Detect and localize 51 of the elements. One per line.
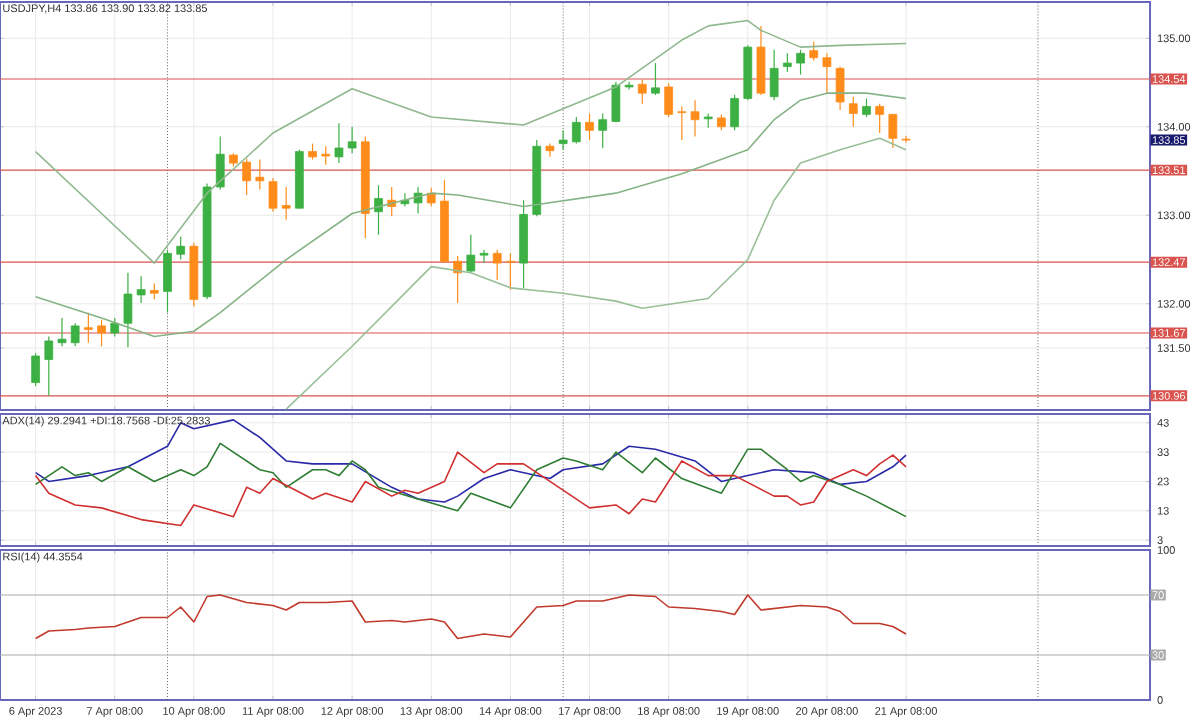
candlestick <box>756 25 766 96</box>
candlestick <box>901 135 911 144</box>
line-series <box>34 19 907 264</box>
candlestick <box>374 184 383 236</box>
candlestick <box>492 249 502 281</box>
candlestick <box>479 249 489 264</box>
candlestick <box>822 52 832 94</box>
candlestick <box>782 52 792 73</box>
candlestick <box>281 186 291 221</box>
candlestick <box>862 97 871 118</box>
candlestick <box>848 96 858 128</box>
candlestick <box>637 79 647 105</box>
candlestick <box>242 158 251 196</box>
candlestick <box>796 49 805 76</box>
candlestick <box>70 322 80 347</box>
candlestick <box>176 235 186 261</box>
candlestick <box>585 112 594 141</box>
candlestick <box>809 41 819 61</box>
candlestick <box>730 94 739 131</box>
candlestick <box>769 49 779 101</box>
candlestick <box>31 352 40 387</box>
candlestick <box>97 319 106 347</box>
candlestick <box>84 312 93 344</box>
line-series <box>285 137 907 410</box>
candlestick <box>255 158 265 191</box>
candlestick <box>136 275 146 304</box>
candlestick <box>123 272 133 348</box>
candlestick <box>44 335 54 397</box>
candlestick <box>57 317 67 347</box>
candlestick <box>545 142 555 158</box>
candlestick <box>651 62 660 96</box>
candlestick <box>466 234 476 274</box>
candlestick <box>888 113 898 149</box>
candlestick <box>163 249 172 314</box>
candlestick <box>268 177 278 213</box>
candlestick <box>334 122 344 164</box>
candlestick <box>426 187 436 208</box>
candlestick <box>835 65 845 111</box>
candlestick <box>677 105 687 141</box>
candlestick <box>598 112 608 149</box>
candlestick <box>215 135 225 191</box>
candlestick <box>875 103 885 134</box>
candlestick <box>690 99 700 138</box>
candlestick <box>558 129 568 151</box>
candlestick <box>347 126 357 154</box>
candlestick <box>506 252 515 291</box>
candlestick <box>571 116 581 145</box>
candlestick <box>321 145 331 166</box>
line-series <box>34 92 907 338</box>
candlestick <box>110 317 120 338</box>
candlestick <box>664 82 673 118</box>
